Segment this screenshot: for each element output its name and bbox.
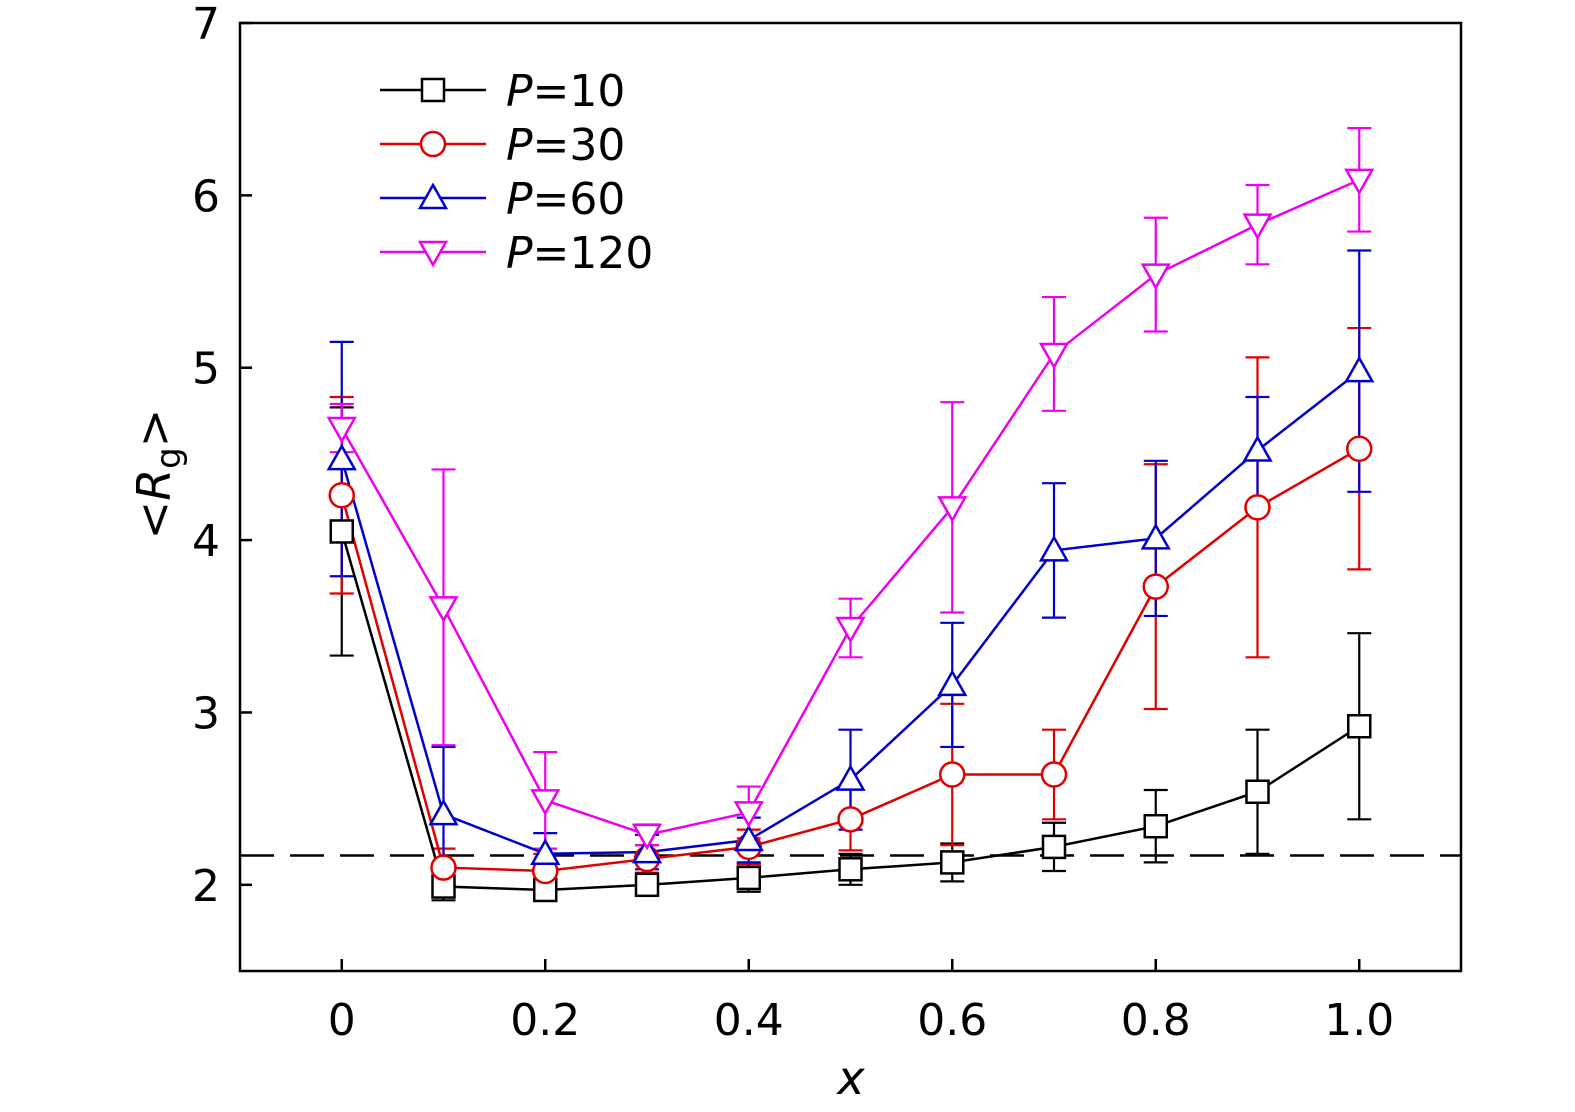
data-point bbox=[329, 519, 354, 544]
data-point bbox=[838, 857, 863, 882]
data-point bbox=[634, 872, 660, 898]
data-point bbox=[1038, 534, 1070, 562]
y-axis-label-sub: g bbox=[149, 447, 189, 469]
x-tick-label: 1.0 bbox=[1324, 995, 1394, 1046]
data-point bbox=[1344, 168, 1375, 196]
data-point bbox=[1346, 435, 1373, 462]
data-point bbox=[1140, 263, 1171, 291]
legend-marker bbox=[419, 130, 447, 158]
data-point bbox=[736, 865, 761, 891]
data-point bbox=[530, 789, 561, 816]
data-point bbox=[733, 801, 764, 828]
data-point bbox=[1242, 213, 1273, 241]
legend-label-var: P bbox=[506, 174, 533, 225]
data-point bbox=[1244, 494, 1271, 521]
data-point bbox=[1140, 522, 1171, 550]
legend-label-value: =10 bbox=[533, 66, 626, 117]
data-point bbox=[1142, 573, 1169, 600]
data-point bbox=[1143, 813, 1168, 839]
x-tick-label: 0.6 bbox=[917, 995, 987, 1046]
data-point bbox=[1040, 761, 1068, 788]
data-point bbox=[430, 854, 457, 881]
y-tick-label: 6 bbox=[192, 171, 220, 222]
data-point bbox=[937, 496, 968, 523]
data-point bbox=[326, 443, 357, 471]
y-axis-label-open: < bbox=[127, 501, 181, 540]
y-tick-label: 5 bbox=[192, 344, 220, 395]
legend-label-value: =30 bbox=[533, 120, 626, 171]
legend-marker bbox=[417, 182, 449, 210]
x-tick-label: 0.4 bbox=[714, 995, 784, 1046]
legend-label: P=10 bbox=[506, 66, 625, 117]
legend-item: P=10 bbox=[380, 66, 625, 117]
y-tick-label: 4 bbox=[192, 516, 220, 567]
data-point bbox=[326, 416, 357, 444]
x-tick-label: 0.2 bbox=[510, 995, 580, 1046]
y-axis-label-var: R bbox=[127, 469, 181, 501]
x-tick-label: 0.8 bbox=[1121, 995, 1191, 1046]
legend: P=10P=30P=60P=120 bbox=[380, 66, 653, 279]
x-axis-label: x bbox=[835, 1051, 865, 1105]
data-point bbox=[328, 482, 355, 509]
legend-marker bbox=[417, 240, 449, 268]
legend-label-var: P bbox=[506, 66, 533, 117]
data-point bbox=[835, 616, 866, 644]
legend-item: P=120 bbox=[380, 228, 653, 279]
plot-frame bbox=[238, 21, 1463, 973]
legend-label-var: P bbox=[506, 120, 533, 171]
y-axis-label-close: > bbox=[127, 409, 181, 448]
data-point bbox=[1344, 355, 1375, 383]
data-point bbox=[937, 669, 968, 697]
y-tick-label: 7 bbox=[192, 0, 220, 50]
data-point bbox=[939, 761, 966, 788]
data-point bbox=[1347, 713, 1372, 739]
y-tick-label: 2 bbox=[192, 861, 220, 912]
y-tick-label: 3 bbox=[192, 688, 220, 739]
data-point bbox=[428, 596, 459, 623]
data-point bbox=[1245, 779, 1270, 804]
x-tick-label: 0 bbox=[328, 995, 356, 1046]
data-point bbox=[631, 823, 663, 851]
data-point bbox=[837, 806, 864, 833]
data-point bbox=[631, 836, 663, 864]
data-point bbox=[1041, 834, 1067, 860]
legend-item: P=60 bbox=[380, 174, 625, 225]
data-point bbox=[428, 798, 459, 826]
legend-label: P=60 bbox=[506, 174, 625, 225]
legend-marker bbox=[420, 77, 446, 103]
legend-label-value: =120 bbox=[533, 228, 654, 279]
data-point bbox=[1242, 434, 1273, 462]
legend-label-var: P bbox=[506, 228, 533, 279]
legend-item: P=30 bbox=[380, 120, 625, 171]
data-point bbox=[835, 764, 866, 791]
data-point bbox=[1038, 342, 1070, 370]
data-point bbox=[733, 824, 764, 852]
data-point bbox=[530, 838, 561, 866]
legend-label: P=120 bbox=[506, 228, 653, 279]
legend-label-value: =60 bbox=[533, 174, 626, 225]
data-point bbox=[940, 850, 965, 875]
legend-label: P=30 bbox=[506, 120, 625, 171]
y-axis-label: <Rg> bbox=[127, 409, 189, 540]
